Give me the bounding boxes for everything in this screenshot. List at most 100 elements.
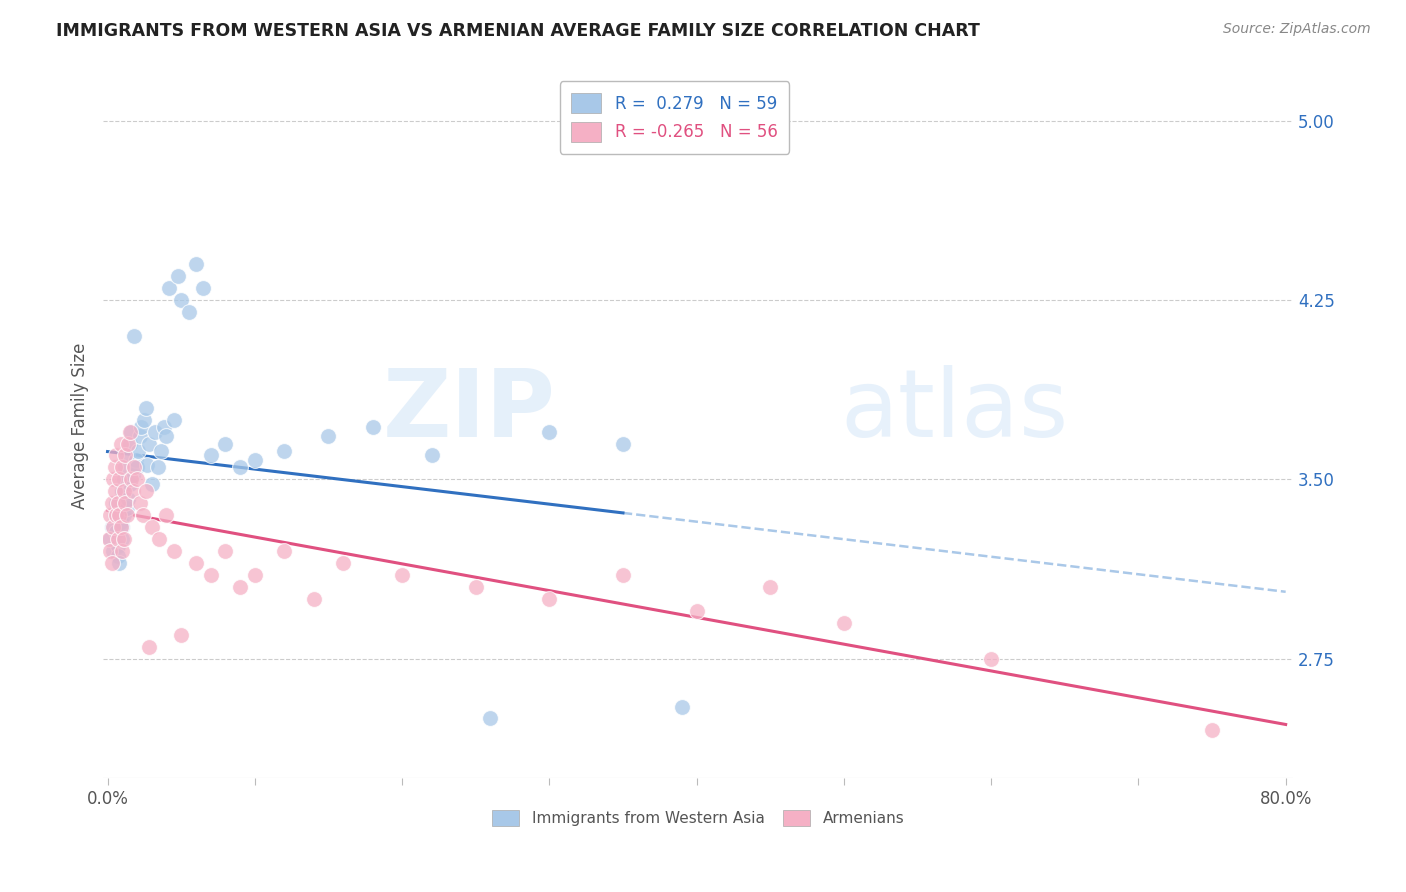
Point [111, 484, 134, 499]
Point [112, 472, 135, 486]
Point [114, 496, 136, 510]
Point [103, 520, 125, 534]
Point [135, 401, 157, 415]
Point [115, 449, 138, 463]
Point [318, 429, 340, 443]
Point [152, 419, 174, 434]
Point [103, 472, 125, 486]
Point [121, 484, 143, 499]
Point [104, 460, 127, 475]
Point [163, 412, 186, 426]
Text: ZIP: ZIP [382, 366, 555, 458]
Point [146, 460, 169, 475]
Point [1201, 723, 1223, 738]
Point [243, 453, 266, 467]
Point [105, 508, 128, 523]
Point [120, 425, 142, 439]
Point [612, 436, 634, 450]
Point [107, 549, 129, 563]
Point [108, 508, 131, 523]
Point [112, 508, 135, 523]
Point [193, 281, 215, 295]
Legend: Immigrants from Western Asia, Armenians: Immigrants from Western Asia, Armenians [484, 802, 912, 834]
Point [200, 568, 222, 582]
Point [127, 443, 149, 458]
Text: IMMIGRANTS FROM WESTERN ASIA VS ARMENIAN AVERAGE FAMILY SIZE CORRELATION CHART: IMMIGRANTS FROM WESTERN ASIA VS ARMENIAN… [56, 22, 980, 40]
Point [117, 491, 139, 506]
Point [131, 419, 153, 434]
Point [101, 520, 124, 534]
Point [980, 651, 1002, 665]
Point [177, 305, 200, 319]
Point [141, 477, 163, 491]
Point [108, 556, 131, 570]
Point [184, 257, 207, 271]
Point [110, 520, 132, 534]
Point [104, 508, 127, 523]
Point [100, 508, 122, 523]
Point [111, 460, 134, 475]
Point [163, 544, 186, 558]
Point [155, 429, 177, 443]
Point [138, 640, 160, 654]
Point [122, 329, 145, 343]
Point [118, 477, 141, 491]
Point [832, 615, 855, 630]
Point [229, 580, 252, 594]
Point [112, 532, 135, 546]
Point [120, 472, 142, 486]
Point [105, 496, 128, 510]
Point [110, 516, 132, 530]
Point [214, 544, 236, 558]
Point [143, 425, 166, 439]
Point [112, 484, 135, 499]
Point [200, 449, 222, 463]
Point [464, 580, 486, 594]
Point [229, 460, 252, 475]
Point [115, 508, 138, 523]
Point [759, 580, 782, 594]
Point [391, 568, 413, 582]
Text: atlas: atlas [841, 366, 1069, 458]
Point [125, 460, 148, 475]
Point [107, 532, 129, 546]
Point [136, 458, 159, 472]
Point [149, 443, 172, 458]
Point [105, 449, 128, 463]
Point [132, 508, 155, 523]
Point [111, 544, 134, 558]
Point [184, 556, 207, 570]
Point [671, 699, 693, 714]
Point [243, 568, 266, 582]
Point [141, 520, 163, 534]
Point [114, 496, 136, 510]
Point [108, 472, 131, 486]
Point [104, 484, 127, 499]
Point [100, 532, 122, 546]
Point [117, 436, 139, 450]
Point [103, 544, 125, 558]
Point [155, 508, 177, 523]
Point [479, 711, 502, 725]
Point [122, 460, 145, 475]
Point [101, 496, 124, 510]
Point [170, 628, 193, 642]
Point [129, 496, 152, 510]
Point [100, 544, 122, 558]
Point [107, 539, 129, 553]
Point [118, 436, 141, 450]
Point [110, 436, 132, 450]
Text: Source: ZipAtlas.com: Source: ZipAtlas.com [1223, 22, 1371, 37]
Point [538, 425, 561, 439]
Point [124, 453, 146, 467]
Y-axis label: Average Family Size: Average Family Size [72, 343, 89, 508]
Point [420, 449, 443, 463]
Point [148, 532, 170, 546]
Point [118, 425, 141, 439]
Point [114, 449, 136, 463]
Point [302, 591, 325, 606]
Point [129, 429, 152, 443]
Point [361, 419, 384, 434]
Point [273, 443, 295, 458]
Point [685, 604, 707, 618]
